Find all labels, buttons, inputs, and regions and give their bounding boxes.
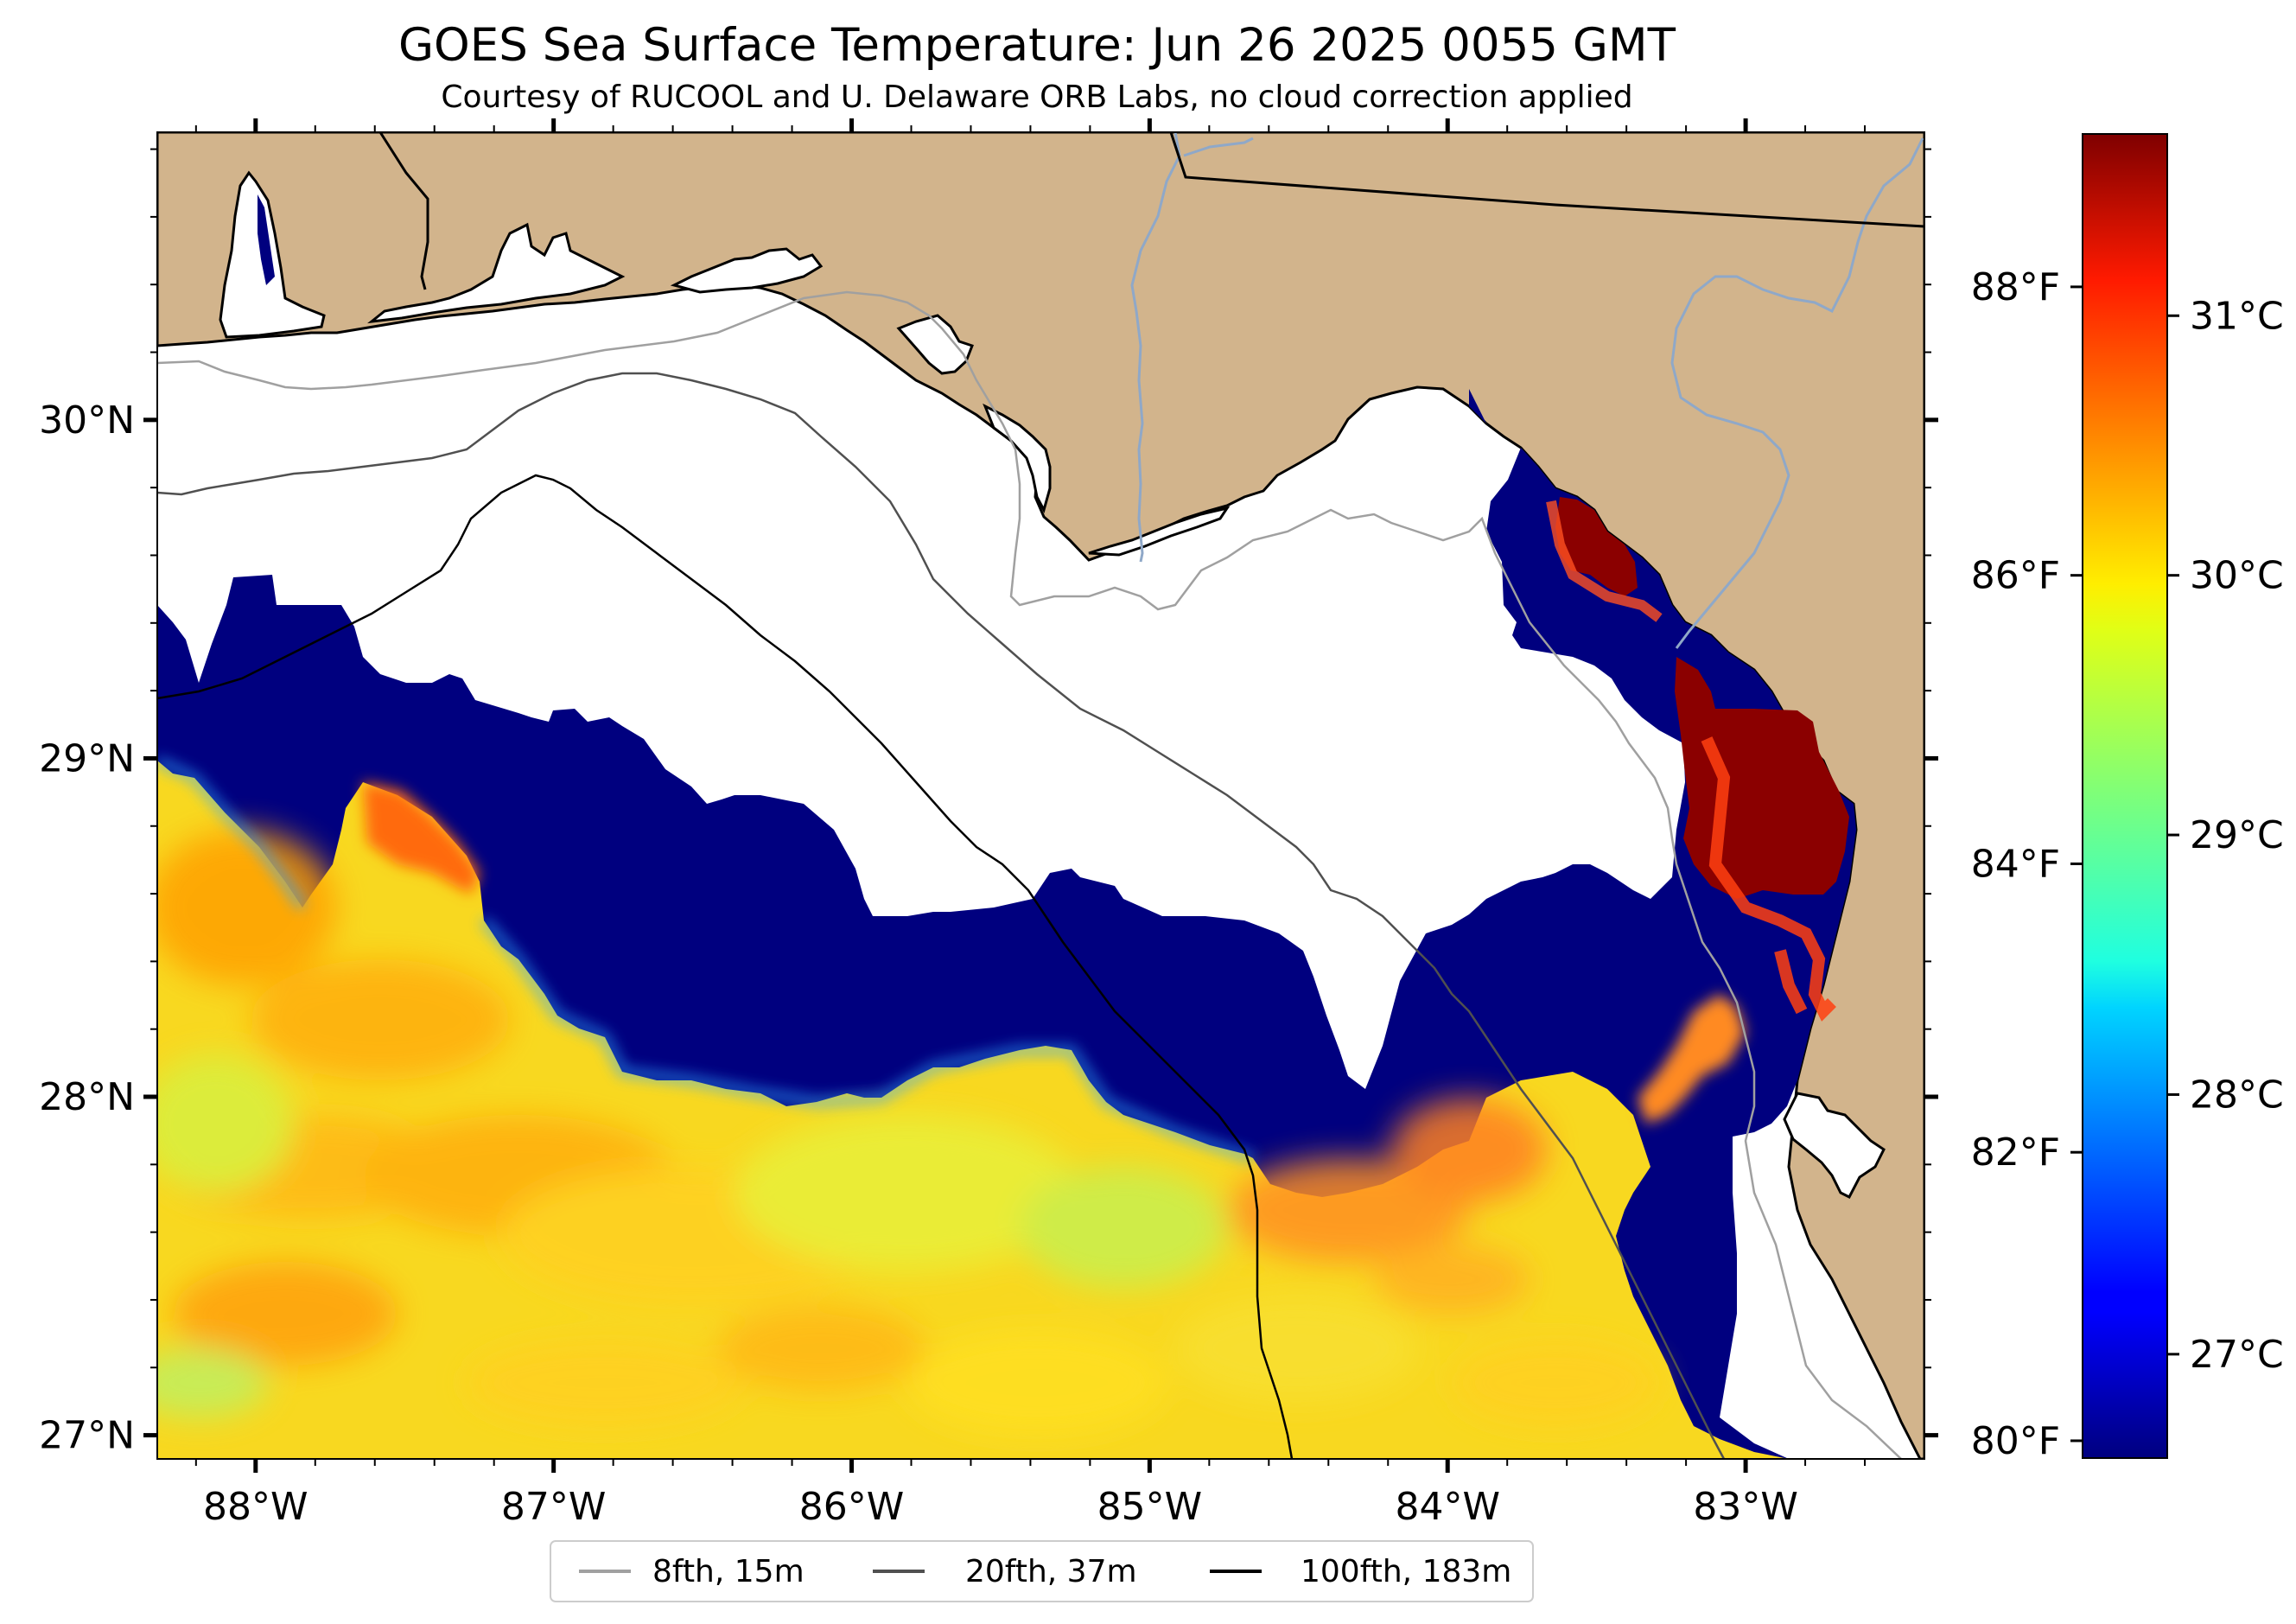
- lon-tick-label: 83°W: [1693, 1485, 1798, 1529]
- legend-entry-20fth: 20fth, 37m: [873, 1554, 1137, 1589]
- lat-tick-label: 28°N: [39, 1075, 135, 1119]
- celsius-tick-label: 27°C: [2190, 1333, 2284, 1377]
- tampa-bay: [1783, 1092, 1886, 1200]
- legend-box: [550, 1540, 1534, 1602]
- isobath-20fth: [157, 372, 1726, 1459]
- legend: 8fth, 15m 20fth, 37m 100fth, 183m: [550, 1540, 1534, 1602]
- lon-tick-label: 87°W: [501, 1485, 607, 1529]
- lon-tick-label: 88°W: [203, 1485, 308, 1529]
- celsius-tick-label: 28°C: [2190, 1073, 2284, 1117]
- fahrenheit-tick-label: 88°F: [1971, 265, 2060, 309]
- isobath-8fth: [157, 290, 1902, 1459]
- sst-warm-plume: [1638, 994, 1746, 1124]
- mobile-bay-water: [258, 194, 275, 285]
- map-frame: [156, 131, 1925, 1460]
- lon-tick-label: 84°W: [1395, 1485, 1500, 1529]
- colorbar: 27°C 28°C 29°C 30°C 31°C 80°F 82°F 84°F 86°F 88°F: [1971, 133, 2284, 1463]
- legend-label-100fth: 100fth, 183m: [1301, 1554, 1511, 1589]
- land-north: [157, 132, 1924, 1459]
- legend-entry-8fth: 8fth, 15m: [579, 1554, 805, 1589]
- sst-hot-coast-rim-north: [1546, 500, 1663, 622]
- state-border-west: [378, 132, 429, 290]
- colorbar-ticks: 27°C 28°C 29°C 30°C 31°C 80°F 82°F 84°F 86°F 88°F: [1971, 265, 2284, 1463]
- rivers: [1130, 132, 1924, 649]
- perdido-pensacola-bay: [366, 222, 626, 324]
- sst-hot-coast-rim-south: [1701, 736, 1836, 1022]
- apalachicola-bay: [1088, 506, 1231, 557]
- isobath-100fth: [157, 474, 1294, 1459]
- lat-tick-label: 30°N: [39, 398, 135, 443]
- legend-label-8fth: 8fth, 15m: [652, 1554, 805, 1589]
- mobile-bay: [219, 170, 326, 339]
- legend-label-20fth: 20fth, 37m: [965, 1554, 1137, 1589]
- map-axes: 88°W 87°W 86°W 85°W 84°W 83°W 27°N 28°N 29°N 30°N: [39, 118, 1938, 1529]
- fahrenheit-tick-label: 80°F: [1971, 1419, 2060, 1463]
- sst-rim: [157, 756, 1255, 1162]
- sst-map: [157, 132, 1924, 1459]
- celsius-tick-label: 29°C: [2190, 813, 2284, 857]
- fahrenheit-tick-label: 84°F: [1971, 842, 2060, 886]
- legend-entry-100fth: 100fth, 183m: [1210, 1554, 1511, 1589]
- lon-tick-label: 85°W: [1097, 1485, 1203, 1529]
- lat-tick-label: 29°N: [39, 736, 135, 780]
- state-border: [1169, 132, 1924, 228]
- lon-tick-label: 86°W: [799, 1485, 905, 1529]
- fahrenheit-tick-label: 82°F: [1971, 1130, 2060, 1175]
- choctawhatchee-bay: [670, 247, 824, 294]
- lat-tick-label: 27°N: [39, 1414, 135, 1458]
- sst-hot-patch-west: [363, 782, 480, 895]
- fahrenheit-tick-label: 86°F: [1971, 554, 2060, 598]
- colorbar-gradient: [2082, 133, 2168, 1459]
- st-andrew-bay: [896, 314, 974, 375]
- celsius-tick-label: 31°C: [2190, 294, 2284, 338]
- sst-texture: [157, 830, 1659, 1435]
- chart-title: GOES Sea Surface Temperature: Jun 26 202…: [398, 19, 1676, 72]
- celsius-tick-label: 30°C: [2190, 554, 2284, 598]
- chart-subtitle: Courtesy of RUCOOL and U. Delaware ORB L…: [441, 80, 1632, 115]
